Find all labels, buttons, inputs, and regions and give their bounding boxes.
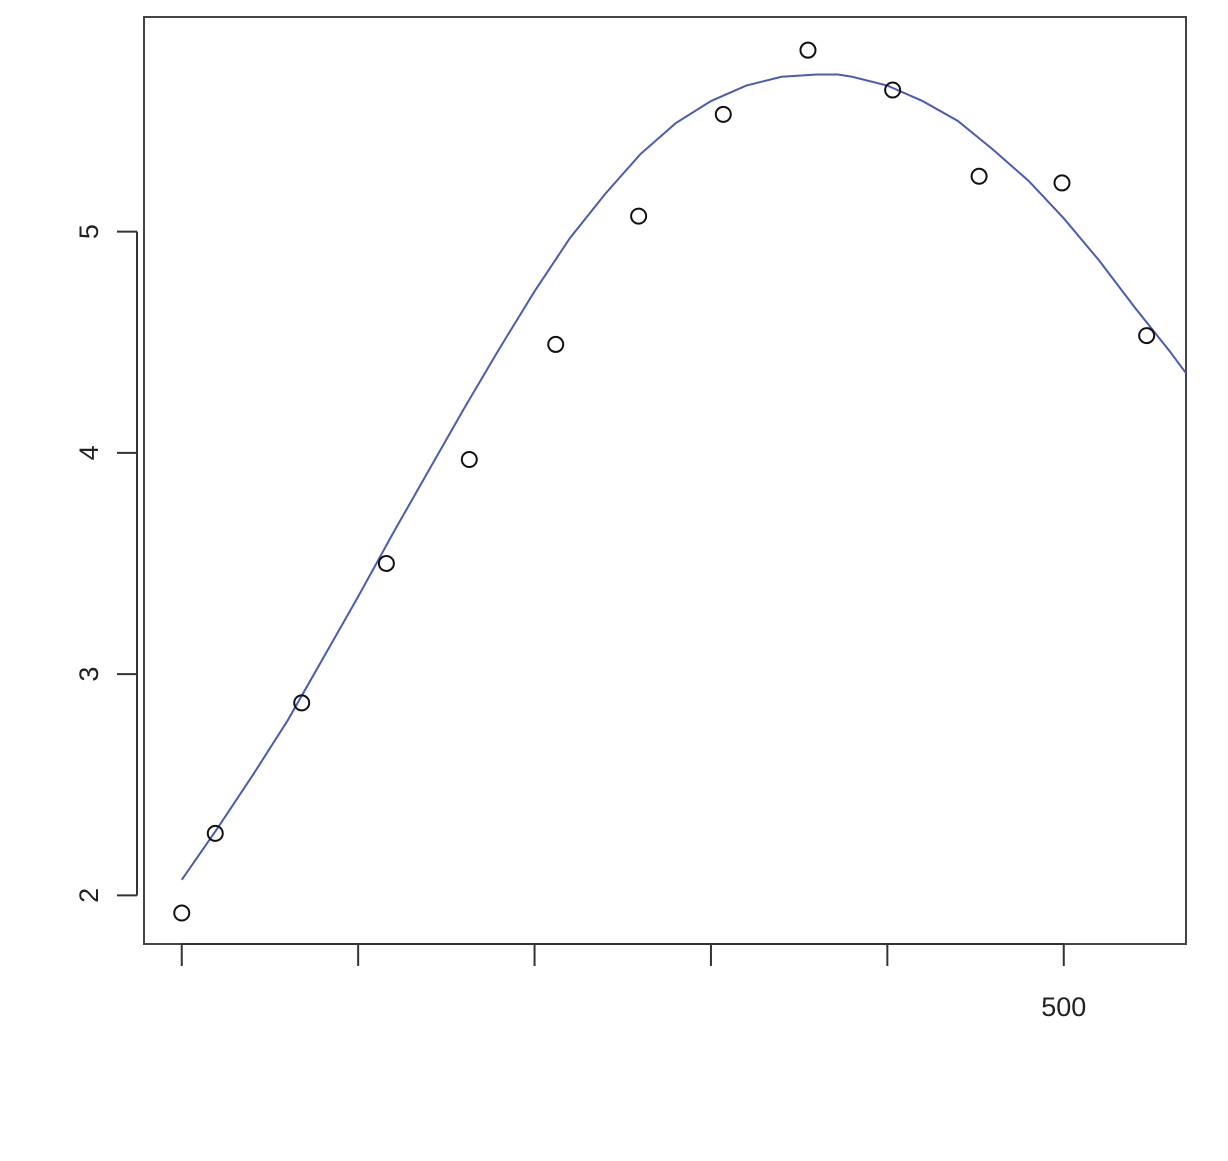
y-tick-label-2: 4 [74, 445, 104, 460]
data-point-2 [293, 694, 311, 712]
data-point-12 [1138, 327, 1156, 345]
data-point-5 [547, 335, 565, 353]
x-axis: 500 [180, 943, 1086, 1022]
fit-curve-line [180, 73, 1187, 881]
data-point-7 [714, 105, 732, 123]
y-tick-label-0: 2 [74, 888, 104, 903]
data-point-1 [206, 824, 224, 842]
y-axis: 2 3 4 5 [74, 224, 138, 903]
data-point-8 [799, 41, 817, 59]
y-tick-label-1: 3 [74, 667, 104, 682]
x-tick-label-5: 500 [1041, 992, 1086, 1022]
data-series [173, 41, 1187, 922]
data-point-3 [377, 554, 395, 572]
data-point-9 [884, 81, 902, 99]
y-tick-label-3: 5 [74, 224, 104, 239]
data-point-6 [630, 207, 648, 225]
data-point-0 [173, 904, 191, 922]
data-point-4 [460, 450, 478, 468]
data-point-11 [1053, 174, 1071, 192]
data-point-10 [970, 167, 988, 185]
